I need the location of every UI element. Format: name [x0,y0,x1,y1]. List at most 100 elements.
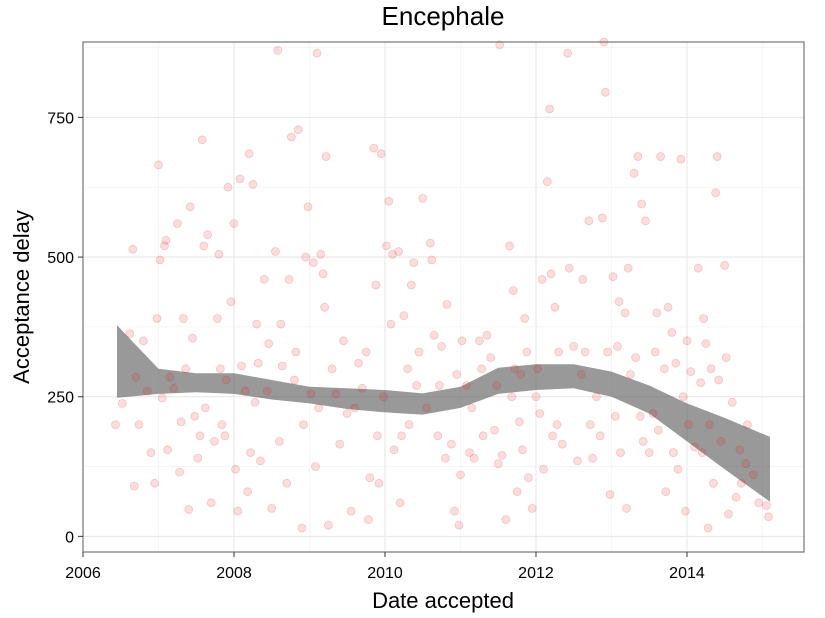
data-point [542,177,552,187]
data-point [605,490,615,499]
data-point [669,448,678,458]
data-point [584,216,594,226]
data-point [312,48,322,58]
data-point [376,149,386,159]
data-point [490,425,499,435]
data-point [661,487,671,497]
data-point [457,336,467,346]
data-point [434,381,444,390]
data-point [185,202,195,212]
data-point [492,381,502,390]
data-point [563,48,573,58]
data-point [516,369,526,379]
data-point [403,364,413,374]
data-point [641,216,650,226]
data-point [212,314,222,323]
data-point [659,364,669,374]
data-point [293,125,303,135]
data-point [200,403,210,413]
data-point [703,523,713,533]
data-point [699,314,708,323]
data-point [493,459,503,469]
data-point [395,498,405,508]
data-point [550,302,560,312]
data-point [552,420,562,430]
data-point [394,247,404,256]
data-point [522,347,532,357]
data-point [533,364,542,374]
data-point [365,473,375,483]
data-point [215,364,225,374]
data-point [253,358,263,368]
data-point [429,330,439,340]
data-point [414,347,424,357]
data-point [425,238,435,248]
data-point [623,263,633,273]
data-point [382,241,391,251]
x-axis: 2006 2008 2010 2012 2014 [65,552,705,582]
data-point [131,372,141,382]
data-point [389,445,399,455]
data-point [259,274,269,284]
data-point [667,328,677,337]
data-point [465,448,474,458]
data-point [190,411,200,421]
data-point [346,506,356,516]
data-point [221,375,231,385]
data-point [527,503,537,513]
data-point [548,431,557,441]
data-point [163,445,173,455]
data-point [764,512,773,522]
x-tick-label: 2014 [669,565,705,582]
data-point [754,498,764,508]
data-point [176,417,186,427]
data-point [299,420,308,430]
y-axis-title: Acceptance delay [9,210,34,384]
y-tick-label: 750 [47,110,74,127]
data-point [271,247,280,256]
data-point [454,520,464,530]
data-point [361,347,371,357]
data-point [477,364,487,374]
y-tick-label: 0 [65,529,74,546]
data-point [255,456,265,466]
data-point [724,509,733,519]
data-point [331,389,341,399]
data-point [478,431,488,441]
data-point [580,347,590,357]
data-point [418,193,428,203]
data-point [277,361,287,371]
data-point [306,389,316,399]
data-point [554,347,563,357]
data-point [727,397,737,407]
data-point [165,372,175,382]
scatter-points [111,37,773,533]
x-tick-label: 2006 [65,565,101,582]
data-point [369,143,379,153]
data-point [273,46,283,55]
data-point [598,213,607,223]
data-point [663,302,673,312]
data-point [474,336,484,346]
data-point [648,409,658,418]
data-point [637,199,647,209]
data-point [507,392,517,402]
data-point [240,386,250,396]
data-point [736,478,746,488]
data-point [678,392,688,402]
data-point [469,453,479,463]
grid-lines [82,42,804,552]
data-point [195,431,205,441]
data-point [505,241,515,251]
data-point [371,280,381,290]
data-point [160,241,169,251]
data-point [537,274,547,284]
data-point [709,478,718,488]
data-point [350,403,360,413]
data-point [682,336,692,346]
data-point [406,280,416,290]
data-point [735,445,745,455]
data-point [442,300,452,309]
data-point [397,431,407,441]
